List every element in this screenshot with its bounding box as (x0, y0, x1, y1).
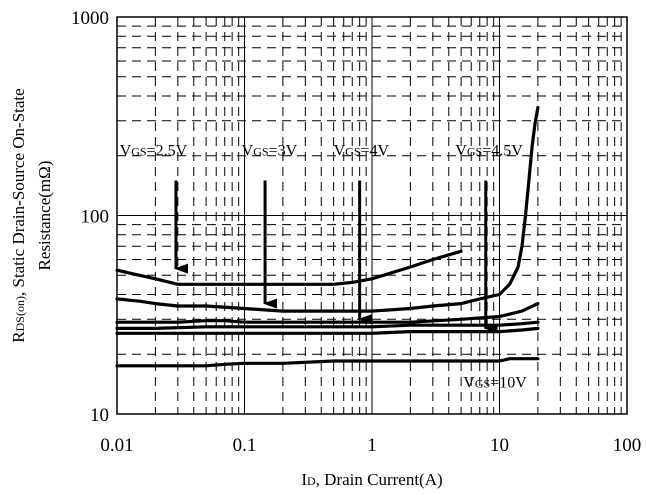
plot-frame (116, 16, 628, 415)
x-axis-title-main: I (301, 470, 307, 489)
series-group (115, 105, 540, 368)
grid (117, 17, 627, 414)
x-tick-label: 100 (613, 435, 642, 456)
tick-labels: 0.01 0.1 1 10 100 10 100 1000 (71, 8, 641, 456)
y-axis-title-sub: DS(on) (13, 296, 27, 331)
y-axis-title-rest: , Static Drain-Source On-State (9, 88, 28, 296)
y-axis-title-line2: Resistance(mΩ) (35, 161, 54, 271)
vgs-label-2: VGS=3V (242, 143, 298, 160)
x-tick-label: 0.1 (233, 435, 257, 456)
y-tick-label: 10 (90, 405, 109, 426)
series-line-4 (115, 320, 540, 330)
series-line-1 (115, 249, 463, 286)
vgs-label-5: VGS=10V (463, 374, 527, 391)
series-line-5 (115, 326, 540, 335)
x-axis-title-sub: D (307, 474, 316, 488)
annotations: VGS=2.5V VGS=3V VGS=4V VGS=4.5V VGS=10V (120, 143, 528, 392)
vgs-label-1: VGS=2.5V (120, 143, 188, 160)
vgs-label-3: VGS=4V (334, 143, 390, 160)
y-tick-label: 100 (81, 207, 110, 228)
x-axis-title: ID, Drain Current(A) (301, 470, 442, 489)
x-tick-label: 1 (367, 435, 377, 456)
x-tick-label: 0.01 (100, 435, 133, 456)
y-axis-title-main: R (9, 331, 28, 343)
y-axis-title-line1: RDS(on), Static Drain-Source On-State (9, 88, 28, 342)
y-tick-label: 1000 (71, 8, 109, 29)
vgs-label-4: VGS=4.5V (455, 143, 523, 160)
series-line-3 (115, 302, 540, 324)
series-line-6 (115, 357, 540, 368)
x-tick-label: 10 (490, 435, 509, 456)
y-axis-title: RDS(on), Static Drain-Source On-State Re… (9, 88, 54, 342)
x-axis-title-rest: , Drain Current(A) (316, 470, 443, 489)
series-line-2 (115, 105, 540, 313)
